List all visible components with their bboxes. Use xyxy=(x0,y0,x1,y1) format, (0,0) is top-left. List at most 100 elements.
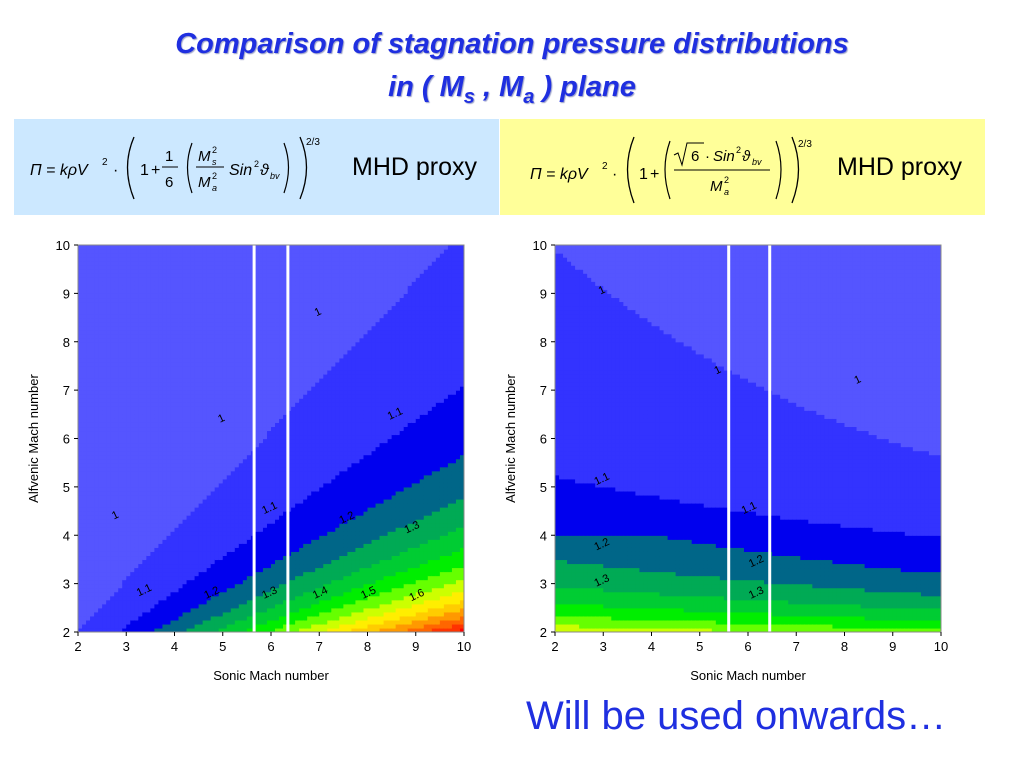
contour-cell xyxy=(174,406,180,411)
contour-cell xyxy=(130,543,135,548)
contour-cell xyxy=(90,394,95,399)
contour-cell xyxy=(114,422,119,428)
contour-cell xyxy=(122,333,127,339)
contour-cell xyxy=(162,599,168,605)
contour-cell xyxy=(94,341,99,347)
contour-cell xyxy=(114,345,119,351)
contour-cell xyxy=(222,341,228,347)
contour-cell xyxy=(182,341,188,347)
contour-cell xyxy=(194,498,200,504)
contour-cell xyxy=(262,551,268,557)
contour-cell xyxy=(246,325,252,331)
contour-cell xyxy=(146,317,151,323)
contour-cell xyxy=(122,249,127,254)
ma: M xyxy=(198,174,211,191)
contour-cell xyxy=(214,261,220,266)
contour-cell xyxy=(194,341,200,347)
contour-cell xyxy=(154,361,160,367)
contour-cell xyxy=(82,434,87,440)
contour-cell xyxy=(194,305,200,311)
contour-cell xyxy=(222,478,228,484)
contour-cell xyxy=(94,430,99,436)
contour-cell xyxy=(202,555,208,561)
contour-cell xyxy=(190,402,196,407)
contour-cell xyxy=(271,515,276,520)
contour-cell xyxy=(110,591,115,597)
contour-cell xyxy=(242,555,248,561)
contour-cell xyxy=(158,353,164,359)
contour-cell xyxy=(275,462,280,468)
contour-cell xyxy=(138,378,143,383)
contour-cell xyxy=(238,386,244,391)
contour-cell xyxy=(210,426,216,432)
contour-cell xyxy=(154,325,160,331)
contour-cell xyxy=(266,337,272,343)
contour-cell xyxy=(170,507,176,512)
contour-cell xyxy=(90,446,95,452)
contour-cell xyxy=(246,301,252,307)
contour-cell xyxy=(190,253,196,258)
contour-cell xyxy=(122,462,127,468)
contour-cell xyxy=(90,511,95,516)
contour-cell xyxy=(150,511,155,516)
contour-cell xyxy=(170,462,176,468)
contour-cell xyxy=(86,333,91,339)
contour-cell xyxy=(102,539,107,544)
contour-cell xyxy=(262,245,268,250)
contour-cell xyxy=(134,289,139,294)
contour-cell xyxy=(242,269,248,274)
contour-cell xyxy=(279,253,284,258)
contour-cell xyxy=(190,587,196,593)
contour-cell xyxy=(210,503,216,508)
contour-cell xyxy=(110,426,115,432)
contour-cell xyxy=(130,555,135,561)
contour-cell xyxy=(182,337,188,343)
contour-cell xyxy=(114,325,119,331)
contour-cell xyxy=(86,398,91,403)
contour-cell xyxy=(226,599,232,605)
contour-cell xyxy=(90,486,95,492)
contour-cell xyxy=(146,289,151,294)
contour-cell xyxy=(106,535,111,540)
outer-paren-right-r xyxy=(791,136,800,204)
contour-cell xyxy=(114,559,119,565)
contour-cell xyxy=(146,325,151,331)
contour-cell xyxy=(178,317,184,323)
contour-cell xyxy=(194,611,200,617)
contour-cell xyxy=(158,450,164,456)
contour-cell xyxy=(162,378,168,383)
contour-cell xyxy=(258,321,264,327)
contour-cell xyxy=(246,498,252,504)
contour-cell xyxy=(262,297,268,303)
contour-cell xyxy=(150,325,155,331)
contour-cell xyxy=(114,297,119,303)
contour-cell xyxy=(178,333,184,339)
contour-cell xyxy=(238,361,244,367)
contour-cell xyxy=(94,474,99,480)
contour-cell xyxy=(275,571,280,577)
contour-cell xyxy=(154,547,160,552)
contour-cell xyxy=(86,257,91,262)
contour-cell xyxy=(98,353,103,359)
contour-cell xyxy=(238,325,244,331)
contour-cell xyxy=(166,551,172,557)
contour-cell xyxy=(122,551,127,557)
contour-cell xyxy=(190,490,196,496)
contour-cell xyxy=(170,486,176,492)
contour-cell xyxy=(246,543,252,548)
contour-cell xyxy=(186,378,192,383)
contour-cell xyxy=(110,369,115,375)
contour-cell xyxy=(134,482,139,488)
contour-cell xyxy=(275,297,280,303)
contour-cell xyxy=(150,446,155,452)
contour-cell xyxy=(242,583,248,589)
contour-cell xyxy=(174,305,180,311)
contour-cell xyxy=(110,607,115,613)
contour-cell xyxy=(138,607,143,613)
contour-cell xyxy=(266,422,272,428)
contour-cell xyxy=(222,374,228,379)
contour-cell xyxy=(86,579,91,585)
contour-cell xyxy=(246,269,252,274)
contour-cell xyxy=(94,627,99,632)
contour-cell xyxy=(134,422,139,428)
